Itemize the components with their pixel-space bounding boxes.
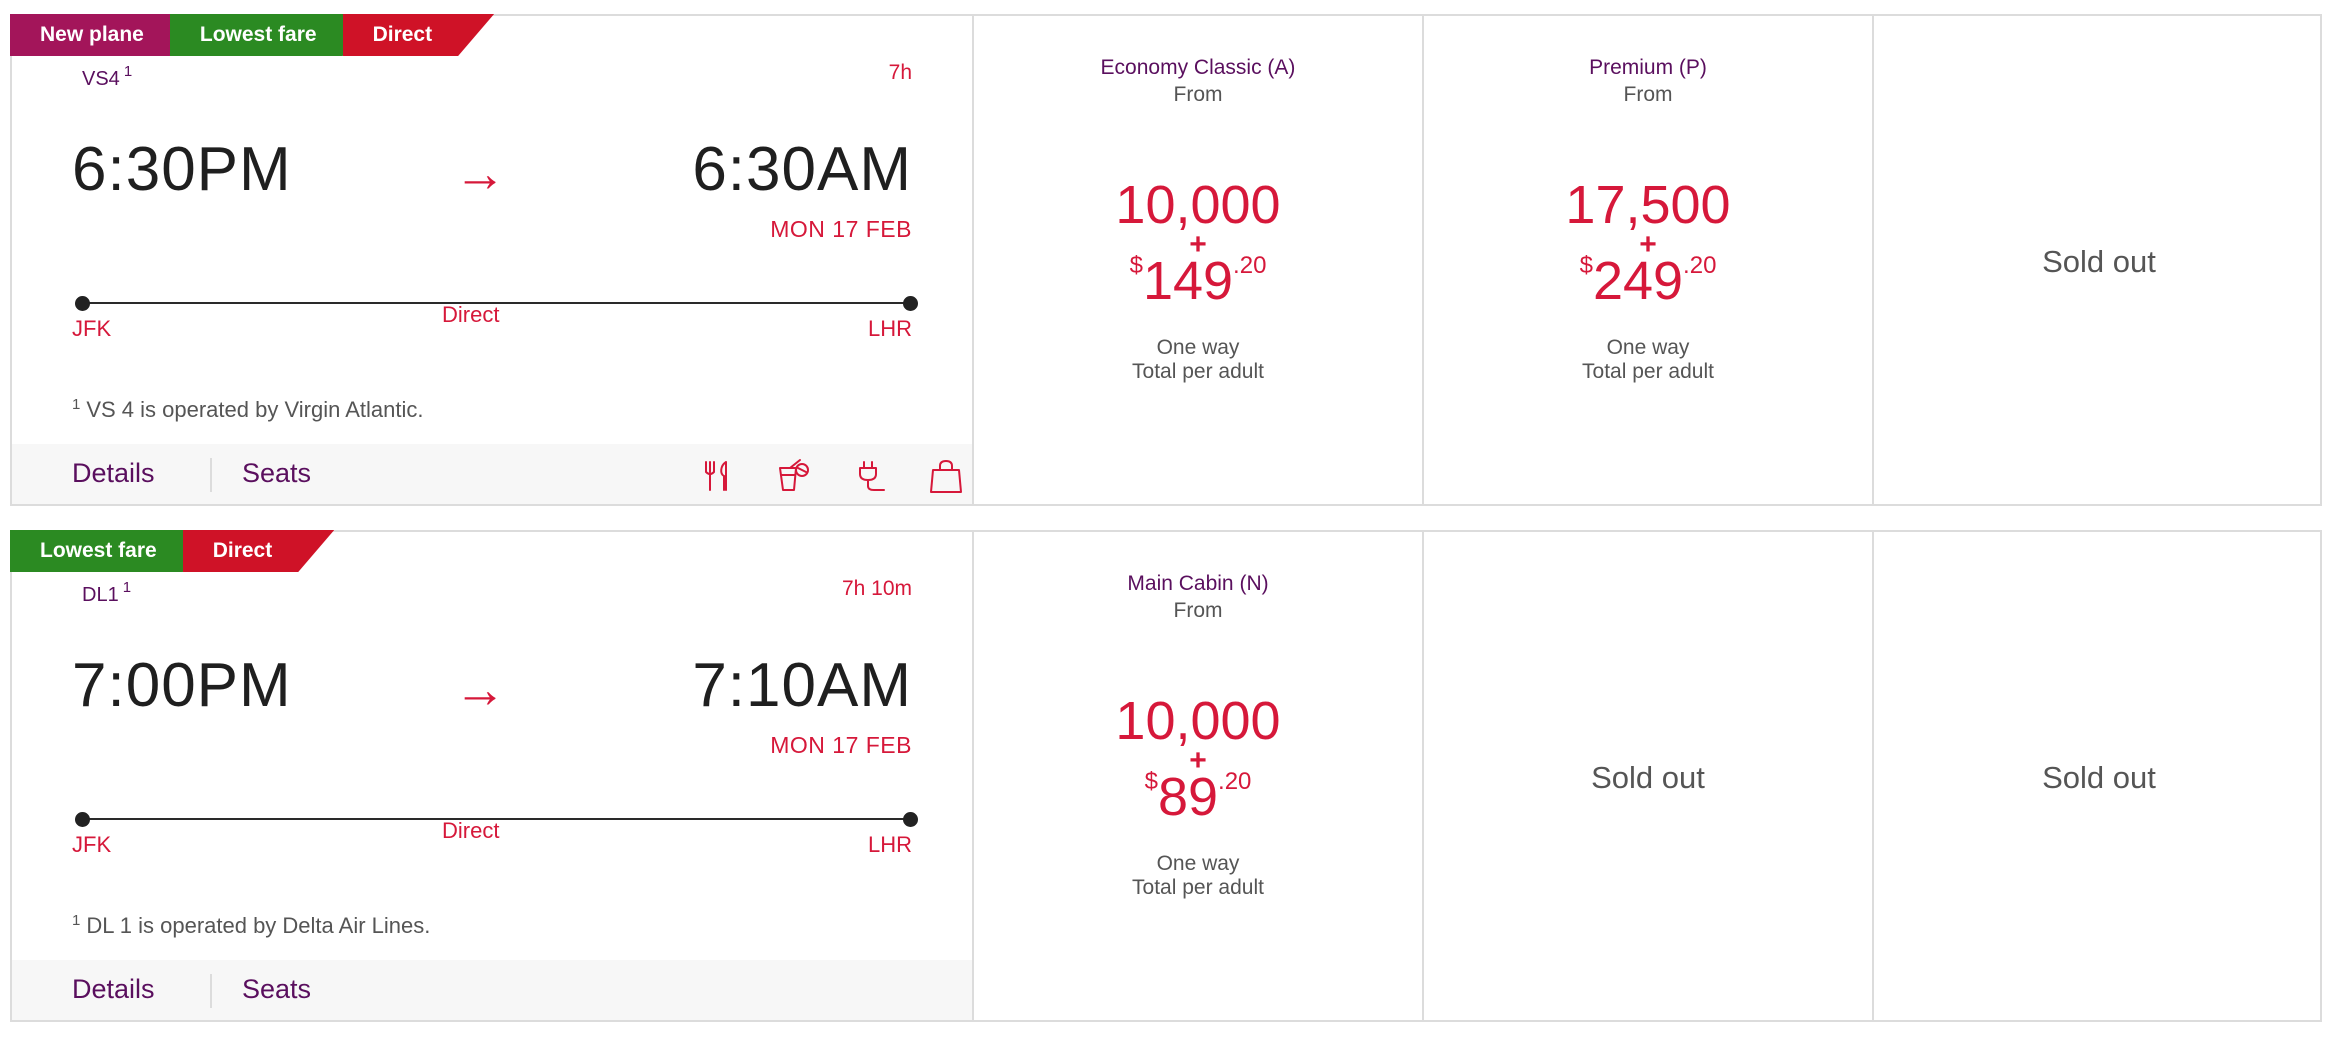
baggage-icon [928,458,964,494]
plus-sign: + [1189,744,1207,777]
destination-airport: LHR [867,832,912,857]
arrival-date: MON 17 FEB [770,216,912,242]
from-label: From [1173,599,1223,622]
one-way-label: One way [1156,336,1240,359]
fare-upper-class-sold-out: Sold out [1874,16,2324,504]
flight-footer: Details Seats [12,960,972,1020]
arrow-right-icon: → [454,661,506,719]
per-adult-label: Total per adult [1132,360,1264,383]
departure-time: 7:00PM [72,651,292,720]
flight-number: VS4 1 [82,63,132,91]
origin-dot [75,812,90,827]
footnote-marker: 1 [72,396,81,413]
fare-premium[interactable]: Premium (P) From 17,500 + $249.20 One wa… [1424,16,1874,504]
fare-sold-out: Sold out [1424,532,1874,1020]
flight-number-text: VS4 [82,68,120,90]
cash-cents: .20 [1683,252,1717,279]
stops-label: Direct [442,302,500,327]
flight-duration: 7h 10m [841,577,912,600]
cash-cents: .20 [1218,768,1252,795]
flight-duration: 7h [888,61,912,84]
fare-economy-classic[interactable]: Economy Classic (A) From 10,000 + $149.2… [974,16,1424,504]
points-price: 10,000 [1115,175,1281,235]
operated-by-note: 1 VS 4 is operated by Virgin Atlantic. [72,396,423,423]
seats-link[interactable]: Seats [242,458,312,488]
fare-sold-out: Sold out [1874,532,2324,1020]
cash-price: $89.20 [974,767,1422,827]
per-adult-label: Total per adult [1132,876,1264,899]
origin-airport: JFK [72,832,112,857]
sold-out-label: Sold out [1591,760,1705,795]
flight-info: Lowest fare Direct DL1 1 7h 10m 7:00PM → … [12,532,974,1020]
per-adult-label: Total per adult [1582,360,1714,383]
stops-label: Direct [442,818,500,843]
flight-card: New plane Lowest fare Direct VS4 1 7h 6:3… [10,14,2322,506]
flight-card: Lowest fare Direct DL1 1 7h 10m 7:00PM → … [10,530,2322,1022]
from-label: From [1173,83,1223,106]
flight-number: DL1 1 [82,579,131,607]
currency-symbol: $ [1579,252,1593,279]
cash-amount: 89 [1157,767,1219,827]
meal-icon [700,458,736,494]
currency-symbol: $ [1144,768,1158,795]
cash-amount: 149 [1142,251,1234,311]
origin-airport: JFK [72,316,112,341]
cabin-name: Economy Classic (A) [1100,56,1296,79]
badge-direct: Direct [343,14,495,56]
origin-dot [75,296,90,311]
route-line [83,818,913,820]
arrival-date: MON 17 FEB [770,732,912,758]
cash-cents: .20 [1233,252,1267,279]
points-price: 17,500 [1565,175,1731,235]
points-price: 10,000 [1115,691,1281,751]
badge-direct: Direct [183,530,335,572]
cabin-name: Main Cabin (N) [1127,572,1269,595]
cash-amount: 249 [1592,251,1684,311]
operated-by-note: 1 DL 1 is operated by Delta Air Lines. [72,912,430,939]
plus-sign: + [1189,228,1207,261]
details-link[interactable]: Details [72,974,155,1004]
destination-dot [903,812,918,827]
sold-out-label: Sold out [2042,244,2156,279]
one-way-label: One way [1156,852,1240,875]
one-way-label: One way [1606,336,1690,359]
flight-info: New plane Lowest fare Direct VS4 1 7h 6:3… [12,16,974,504]
fare-main-cabin[interactable]: Main Cabin (N) From 10,000 + $89.20 One … [974,532,1424,1020]
destination-dot [903,296,918,311]
power-outlet-icon [852,458,888,494]
divider [210,974,212,1008]
footnote-marker: 1 [123,63,133,80]
plus-sign: + [1639,228,1657,261]
drinks-icon [776,458,812,494]
destination-airport: LHR [867,316,912,341]
route-line [83,302,913,304]
currency-symbol: $ [1129,252,1143,279]
cash-price: $249.20 [1424,251,1872,311]
cash-price: $149.20 [974,251,1422,311]
departure-time: 6:30PM [72,135,292,204]
operated-by-text: DL 1 is operated by Delta Air Lines. [86,913,431,938]
badge-strip: Lowest fare Direct [10,530,334,572]
arrow-right-icon: → [454,145,506,203]
operated-by-text: VS 4 is operated by Virgin Atlantic. [86,397,424,422]
cabin-name: Premium (P) [1589,56,1707,79]
seats-link[interactable]: Seats [242,974,312,1004]
divider [210,458,212,492]
flight-number-text: DL1 [82,584,119,606]
flight-footer: Details Seats [12,444,972,504]
badge-strip: New plane Lowest fare Direct [10,14,494,56]
arrival-time: 6:30AM [692,135,912,204]
footnote-marker: 1 [72,912,81,929]
from-label: From [1623,83,1673,106]
details-link[interactable]: Details [72,458,155,488]
arrival-time: 7:10AM [692,651,912,720]
footnote-marker: 1 [122,579,132,596]
sold-out-label: Sold out [2042,760,2156,795]
